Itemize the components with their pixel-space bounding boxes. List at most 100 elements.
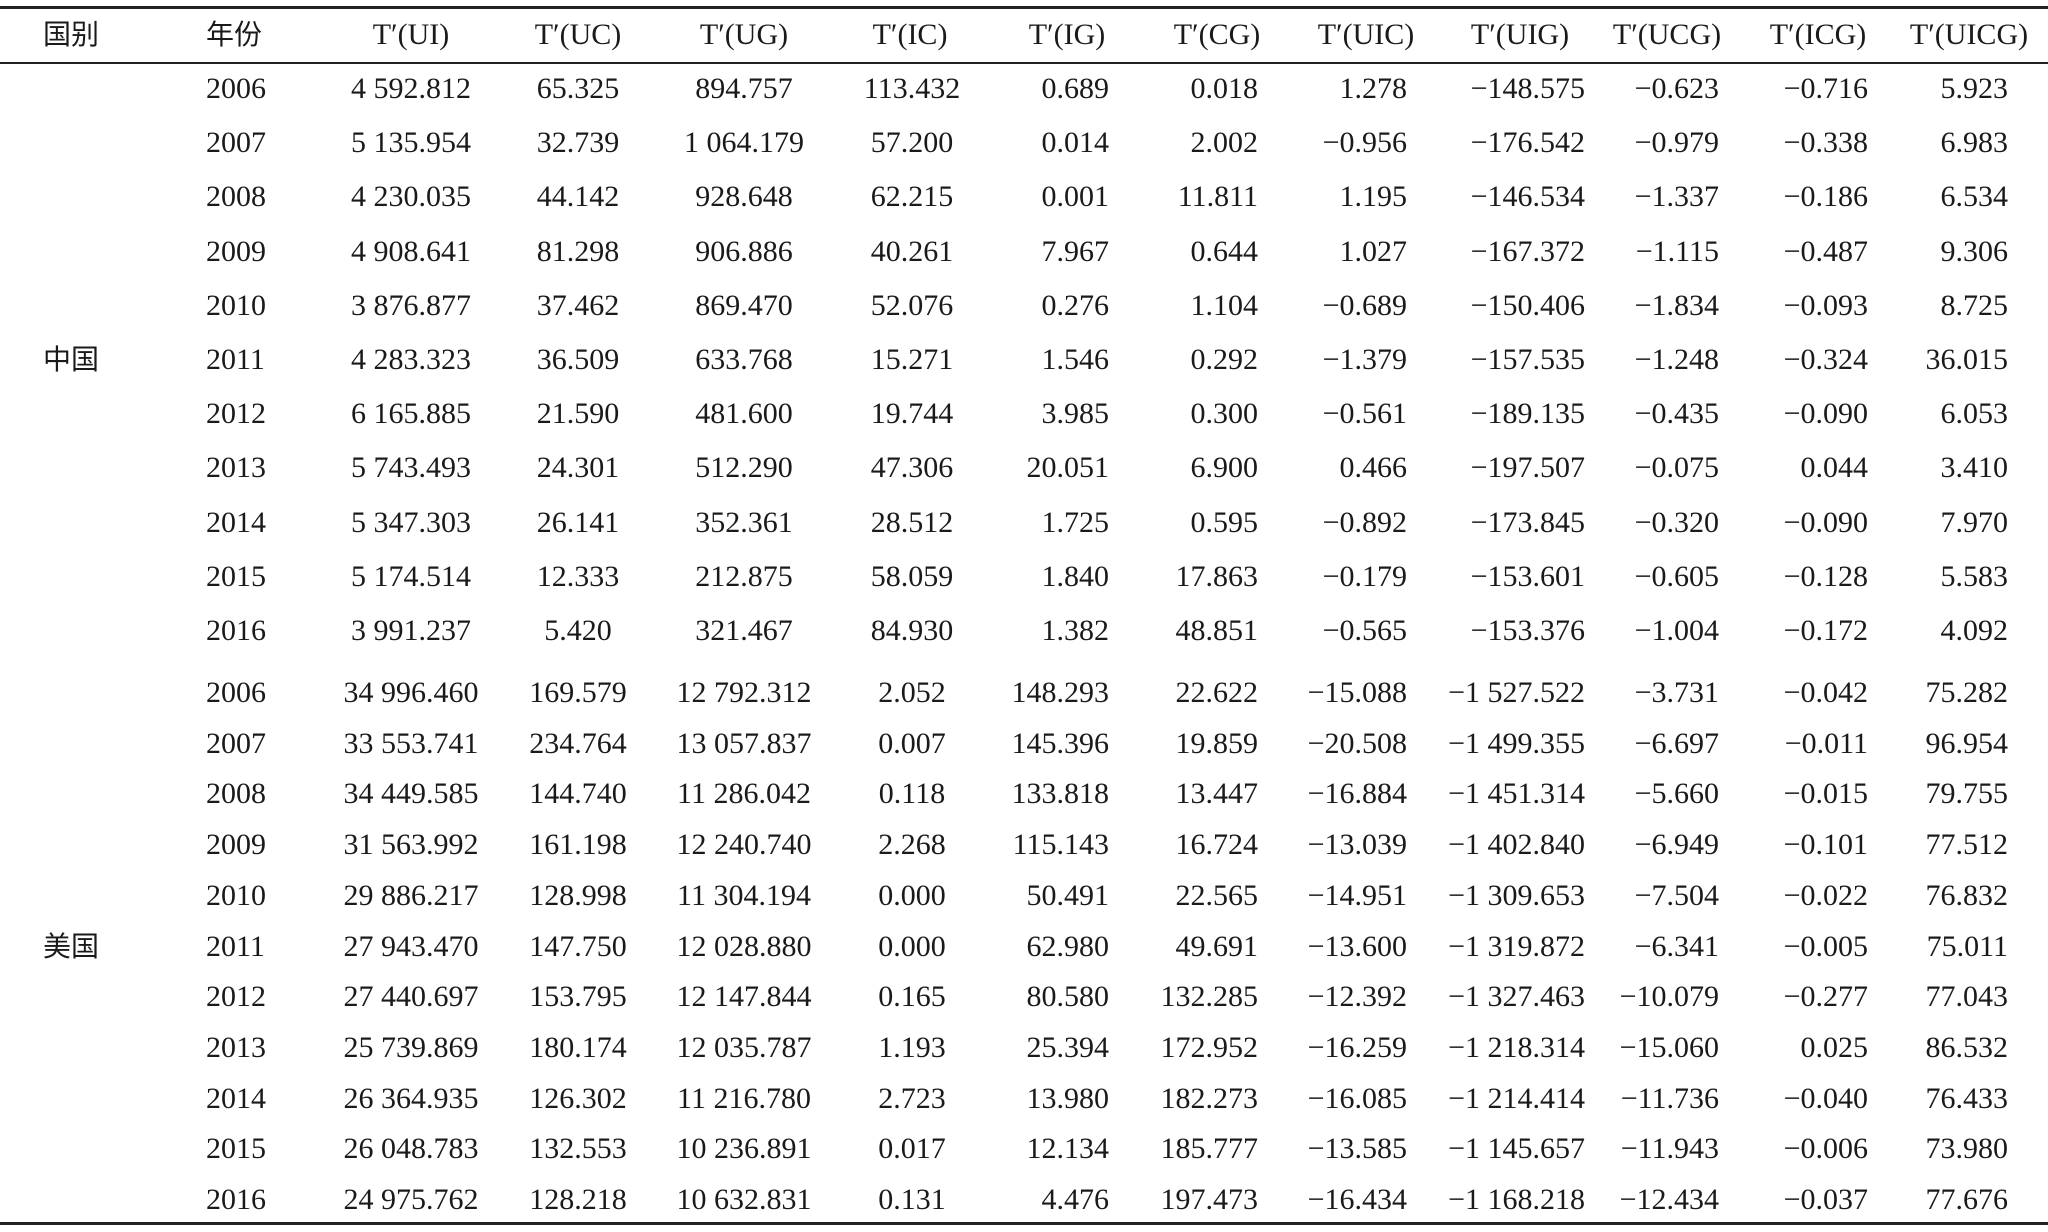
value-cell: −173.845 <box>1470 505 1585 539</box>
value-cell: 113.432 <box>863 72 961 105</box>
value-cell: −3.731 <box>1634 676 1719 709</box>
value-cell: 5 743.493 <box>351 451 471 485</box>
value-cell: 1 064.179 <box>684 126 804 160</box>
year-cell: 2013 <box>206 451 266 485</box>
value-cell: −0.605 <box>1634 559 1719 593</box>
value-cell: −0.075 <box>1634 451 1719 485</box>
value-cell: 7.967 <box>1041 234 1110 268</box>
value-cell: 12 147.844 <box>676 980 812 1014</box>
value-cell: 133.818 <box>1011 777 1110 811</box>
value-cell: −0.090 <box>1783 397 1868 431</box>
value-cell: 84.930 <box>870 614 954 647</box>
value-cell: −6.949 <box>1634 828 1719 862</box>
value-cell: 147.750 <box>529 929 627 963</box>
value-cell: 1.195 <box>1339 180 1408 214</box>
value-cell: 3.410 <box>1940 451 2009 485</box>
column-header: T′(UIC) <box>1317 18 1415 51</box>
value-cell: 1.840 <box>1041 559 1110 593</box>
value-cell: 1.193 <box>878 1030 946 1064</box>
value-cell: 0.466 <box>1339 451 1408 485</box>
value-cell: 1.725 <box>1041 505 1110 539</box>
value-cell: 1.027 <box>1339 234 1408 268</box>
value-cell: 22.622 <box>1175 676 1259 709</box>
value-cell: −16.884 <box>1307 777 1407 811</box>
value-cell: −1 499.355 <box>1448 726 1585 760</box>
value-cell: −0.487 <box>1783 234 1868 268</box>
value-cell: 0.118 <box>878 777 946 811</box>
country-label: 美国 <box>43 929 100 963</box>
value-cell: 1.382 <box>1041 614 1110 647</box>
value-cell: 34 996.460 <box>343 676 479 709</box>
value-cell: 12.134 <box>1026 1132 1110 1166</box>
value-cell: −146.534 <box>1470 180 1585 214</box>
value-cell: −1.337 <box>1634 180 1719 214</box>
value-cell: 906.886 <box>695 234 793 268</box>
value-cell: 6 165.885 <box>351 397 471 431</box>
column-header: T′(UC) <box>534 18 622 51</box>
value-cell: 29 886.217 <box>343 878 479 912</box>
value-cell: 7.970 <box>1940 505 2009 539</box>
year-cell: 2011 <box>206 929 265 963</box>
value-cell: 36.509 <box>536 343 620 376</box>
column-header: T′(UI) <box>372 18 450 51</box>
value-cell: 81.298 <box>536 234 620 268</box>
value-cell: 2.723 <box>878 1081 946 1115</box>
value-cell: −153.376 <box>1470 614 1585 647</box>
value-cell: −7.504 <box>1634 878 1719 912</box>
year-cell: 2010 <box>206 288 266 322</box>
value-cell: 132.285 <box>1160 980 1259 1014</box>
value-cell: 40.261 <box>870 234 954 268</box>
year-cell: 2015 <box>206 1132 266 1166</box>
year-cell: 2007 <box>206 126 266 160</box>
value-cell: −0.090 <box>1783 505 1868 539</box>
value-cell: −0.956 <box>1322 126 1407 160</box>
value-cell: −15.088 <box>1307 676 1407 709</box>
value-cell: −1 145.657 <box>1448 1132 1585 1166</box>
value-cell: 161.198 <box>529 828 627 862</box>
value-cell: 73.980 <box>1925 1132 2009 1166</box>
value-cell: −1 309.653 <box>1448 878 1585 912</box>
value-cell: 9.306 <box>1940 234 2009 268</box>
value-cell: 77.043 <box>1925 980 2009 1014</box>
year-cell: 2006 <box>206 676 266 709</box>
value-cell: −5.660 <box>1634 777 1719 811</box>
value-cell: 0.017 <box>878 1132 946 1166</box>
value-cell: 6.534 <box>1940 180 2009 214</box>
value-cell: −0.716 <box>1783 72 1868 105</box>
value-cell: 49.691 <box>1175 929 1259 963</box>
value-cell: 26 364.935 <box>343 1081 479 1115</box>
value-cell: 0.000 <box>878 878 946 912</box>
value-cell: −0.277 <box>1783 980 1868 1014</box>
value-cell: 24 975.762 <box>343 1183 479 1216</box>
value-cell: 5.923 <box>1940 72 2009 105</box>
value-cell: 11 286.042 <box>677 777 811 811</box>
year-cell: 2008 <box>206 777 266 811</box>
year-cell: 2008 <box>206 180 266 214</box>
value-cell: 5 135.954 <box>351 126 471 160</box>
value-cell: −1.834 <box>1634 288 1719 322</box>
value-cell: 25.394 <box>1026 1030 1110 1064</box>
year-cell: 2009 <box>206 828 266 862</box>
value-cell: 34 449.585 <box>343 777 479 811</box>
value-cell: 633.768 <box>695 343 793 376</box>
value-cell: 0.689 <box>1041 72 1110 105</box>
column-header: 国别 <box>43 18 100 51</box>
value-cell: −13.600 <box>1307 929 1407 963</box>
value-cell: 5.420 <box>544 614 612 647</box>
value-cell: 79.755 <box>1925 777 2009 811</box>
value-cell: 16.724 <box>1175 828 1259 862</box>
value-cell: −0.015 <box>1783 777 1868 811</box>
value-cell: 31 563.992 <box>343 828 479 862</box>
value-cell: −1 168.218 <box>1448 1183 1585 1216</box>
value-cell: 27 440.697 <box>343 980 479 1014</box>
value-cell: −1.379 <box>1322 343 1407 376</box>
column-header: T′(UIG) <box>1470 18 1570 51</box>
value-cell: 3 876.877 <box>351 288 471 322</box>
value-cell: −13.585 <box>1307 1132 1407 1166</box>
value-cell: 0.276 <box>1041 288 1110 322</box>
value-cell: 0.001 <box>1041 180 1110 214</box>
value-cell: 148.293 <box>1011 676 1110 709</box>
value-cell: −6.697 <box>1634 726 1719 760</box>
value-cell: 75.011 <box>1926 929 2008 963</box>
value-cell: 12 792.312 <box>676 676 812 709</box>
